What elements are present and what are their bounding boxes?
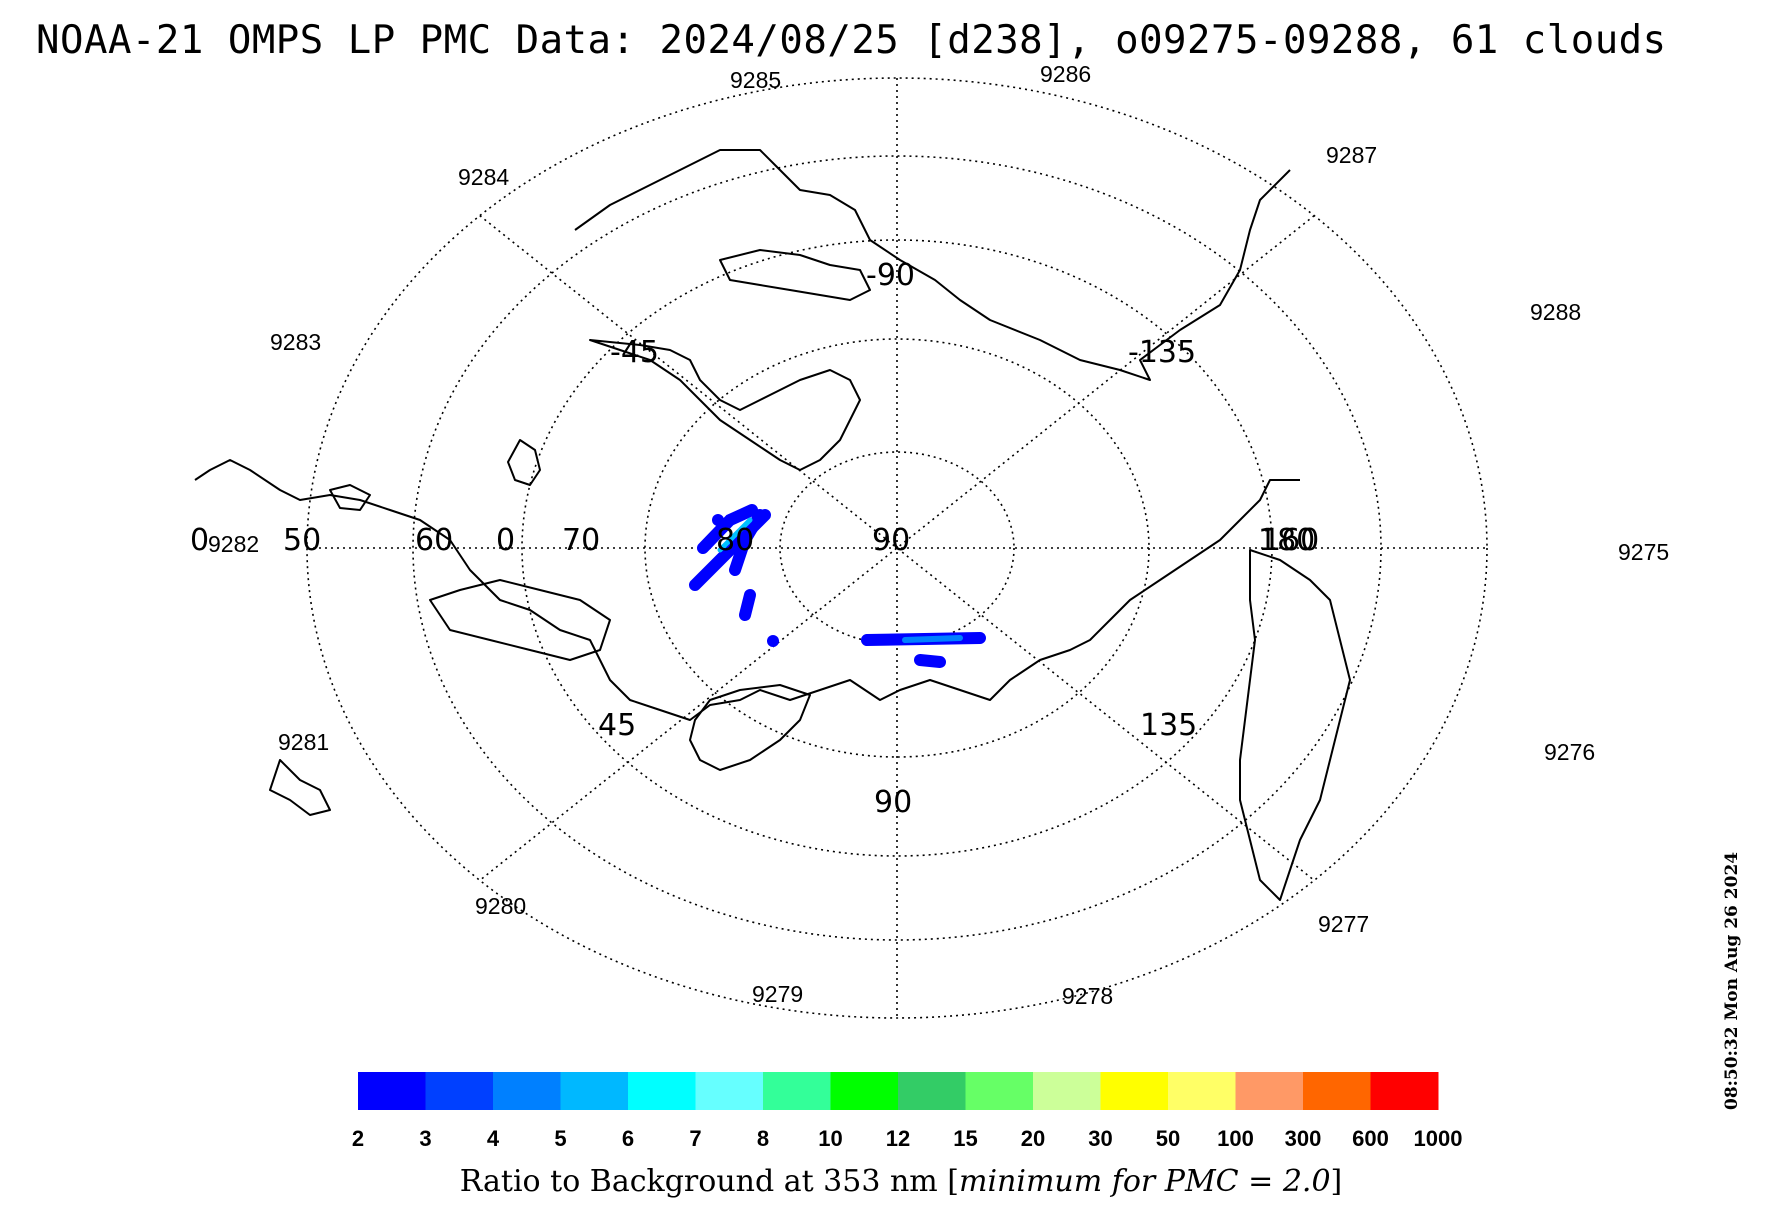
orbit-label-9280: 9280 [475,893,526,919]
pmc-track-4 [739,589,756,621]
coastline-10 [329,484,371,511]
orbit-label-9282: 9282 [208,531,259,557]
orbit-label-9276: 9276 [1544,739,1595,765]
orbit-label-9277: 9277 [1318,911,1369,937]
pmc-track-6 [914,654,946,668]
longitude-label-1: -90 [866,258,915,293]
meridian-diagonal-a [479,215,1315,881]
graticule [306,77,1488,1019]
colorbar-tick-3: 3 [419,1126,431,1151]
colorbar-segment-7 [763,1072,831,1110]
colorbar-segment-15 [1303,1072,1371,1110]
orbit-label-9283: 9283 [270,329,321,355]
colorbar-tick-50: 50 [1156,1126,1180,1151]
orbit-label-9288: 9288 [1530,299,1581,325]
orbit-label-9275: 9275 [1618,539,1669,565]
colorbar-tick-6: 6 [622,1126,634,1151]
latitude-label-6: 90 [872,523,910,558]
latitude-circle-3 [521,239,1273,857]
colorbar-tick-10: 10 [818,1126,842,1151]
colorbar-tick-100: 100 [1217,1126,1254,1151]
colorbar-tick-2: 2 [352,1126,364,1151]
colorbar-label: Ratio to Background at 353 nm [minimum f… [356,1164,1446,1199]
colorbar-tick-4: 4 [487,1126,500,1151]
colorbar-segment-4 [560,1072,629,1110]
orbit-label-9287: 9287 [1326,142,1377,168]
pmc-track-highlight-1 [902,635,963,643]
pmc-point [712,514,724,526]
timestamp: 08:50:32 Mon Aug 26 2024 [1722,851,1742,1110]
coastline-4 [719,249,871,301]
colorbar-tick-5: 5 [554,1126,566,1151]
longitude-label-8: 90 [874,785,912,820]
coastlines [194,149,1351,901]
colorbar-segment-6 [695,1072,764,1110]
colorbar-tick-300: 300 [1285,1126,1322,1151]
meridian-diagonal-b [479,215,1315,881]
colorbar-segment-9 [898,1072,966,1110]
orbit-label-9285: 9285 [730,67,781,93]
longitude-label-7: 135 [1140,708,1197,743]
coastline-3 [589,339,861,471]
colorbar-tick-7: 7 [689,1126,701,1151]
colorbar-segment-10 [965,1072,1034,1110]
latitude-label-7: 160 [1262,523,1319,558]
colorbar-segment-5 [628,1072,696,1110]
colorbar-tick-1000: 1000 [1414,1126,1463,1151]
coastline-9 [269,759,331,816]
map-labels: 9275 9276 9277 9278 9279 9280 9281 9282 9283 9284… [190,61,1669,1009]
latitude-label-4: 70 [562,523,600,558]
colorbar-tick-20: 20 [1021,1126,1045,1151]
coastline-1 [574,149,1291,381]
pmc-track-highlight-2 [717,517,753,553]
orbit-label-9278: 9278 [1062,983,1113,1009]
orbit-label-9281: 9281 [278,729,329,755]
coastline-8 [507,439,541,486]
colorbar-label-italic: minimum for PMC = 2.0 [959,1164,1331,1199]
longitude-label-4: 0 [190,523,209,558]
latitude-label-2: 60 [415,523,453,558]
latitude-label-1: 50 [283,523,321,558]
longitude-label-3: -135 [1128,335,1196,370]
coastline-6 [689,684,811,771]
colorbar-tick-12: 12 [886,1126,910,1151]
latitude-circle-5 [306,77,1488,1019]
coastline-5 [429,579,611,661]
colorbar-segment-3 [493,1072,561,1110]
colorbar-segment-2 [425,1072,494,1110]
coastline-7 [1239,549,1351,901]
colorbar-tick-600: 600 [1352,1126,1389,1151]
latitude-label-3: 0 [496,523,515,558]
pmc-track-3 [729,509,766,576]
colorbar-segment-8 [830,1072,899,1110]
colorbar-tick-8: 8 [757,1126,769,1151]
longitude-label-5: 180 [1258,523,1315,558]
colorbar-tick-30: 30 [1088,1126,1112,1151]
pmc-observations [689,504,986,668]
pmc-track-1 [697,504,758,554]
pmc-point [767,635,779,647]
colorbar-segment-14 [1235,1072,1304,1110]
longitude-label-2: -45 [610,335,659,370]
orbit-label-9279: 9279 [752,981,803,1007]
latitude-label-5: 80 [716,523,754,558]
latitude-circle-1 [779,451,1015,645]
colorbar-segment-1 [358,1072,426,1110]
colorbar-label-bracket-close: ] [1330,1164,1343,1199]
colorbar-segment-11 [1033,1072,1101,1110]
colorbar-label-main: Ratio to Background at 353 nm [459,1164,948,1199]
colorbar-segment-12 [1100,1072,1169,1110]
colorbar-label-bracket-open: [ [947,1164,959,1199]
orbit-label-9286: 9286 [1040,61,1091,87]
figure-title: NOAA-21 OMPS LP PMC Data: 2024/08/25 [d2… [36,18,1667,63]
colorbar: 2 3 4 5 6 7 8 10 12 15 20 30 50 100 300 600 1000 [352,1072,1463,1151]
colorbar-tick-15: 15 [953,1126,977,1151]
longitude-label-6: 45 [598,708,636,743]
colorbar-segment-13 [1168,1072,1236,1110]
orbit-label-9284: 9284 [458,164,509,190]
colorbar-segment-16 [1370,1072,1439,1110]
